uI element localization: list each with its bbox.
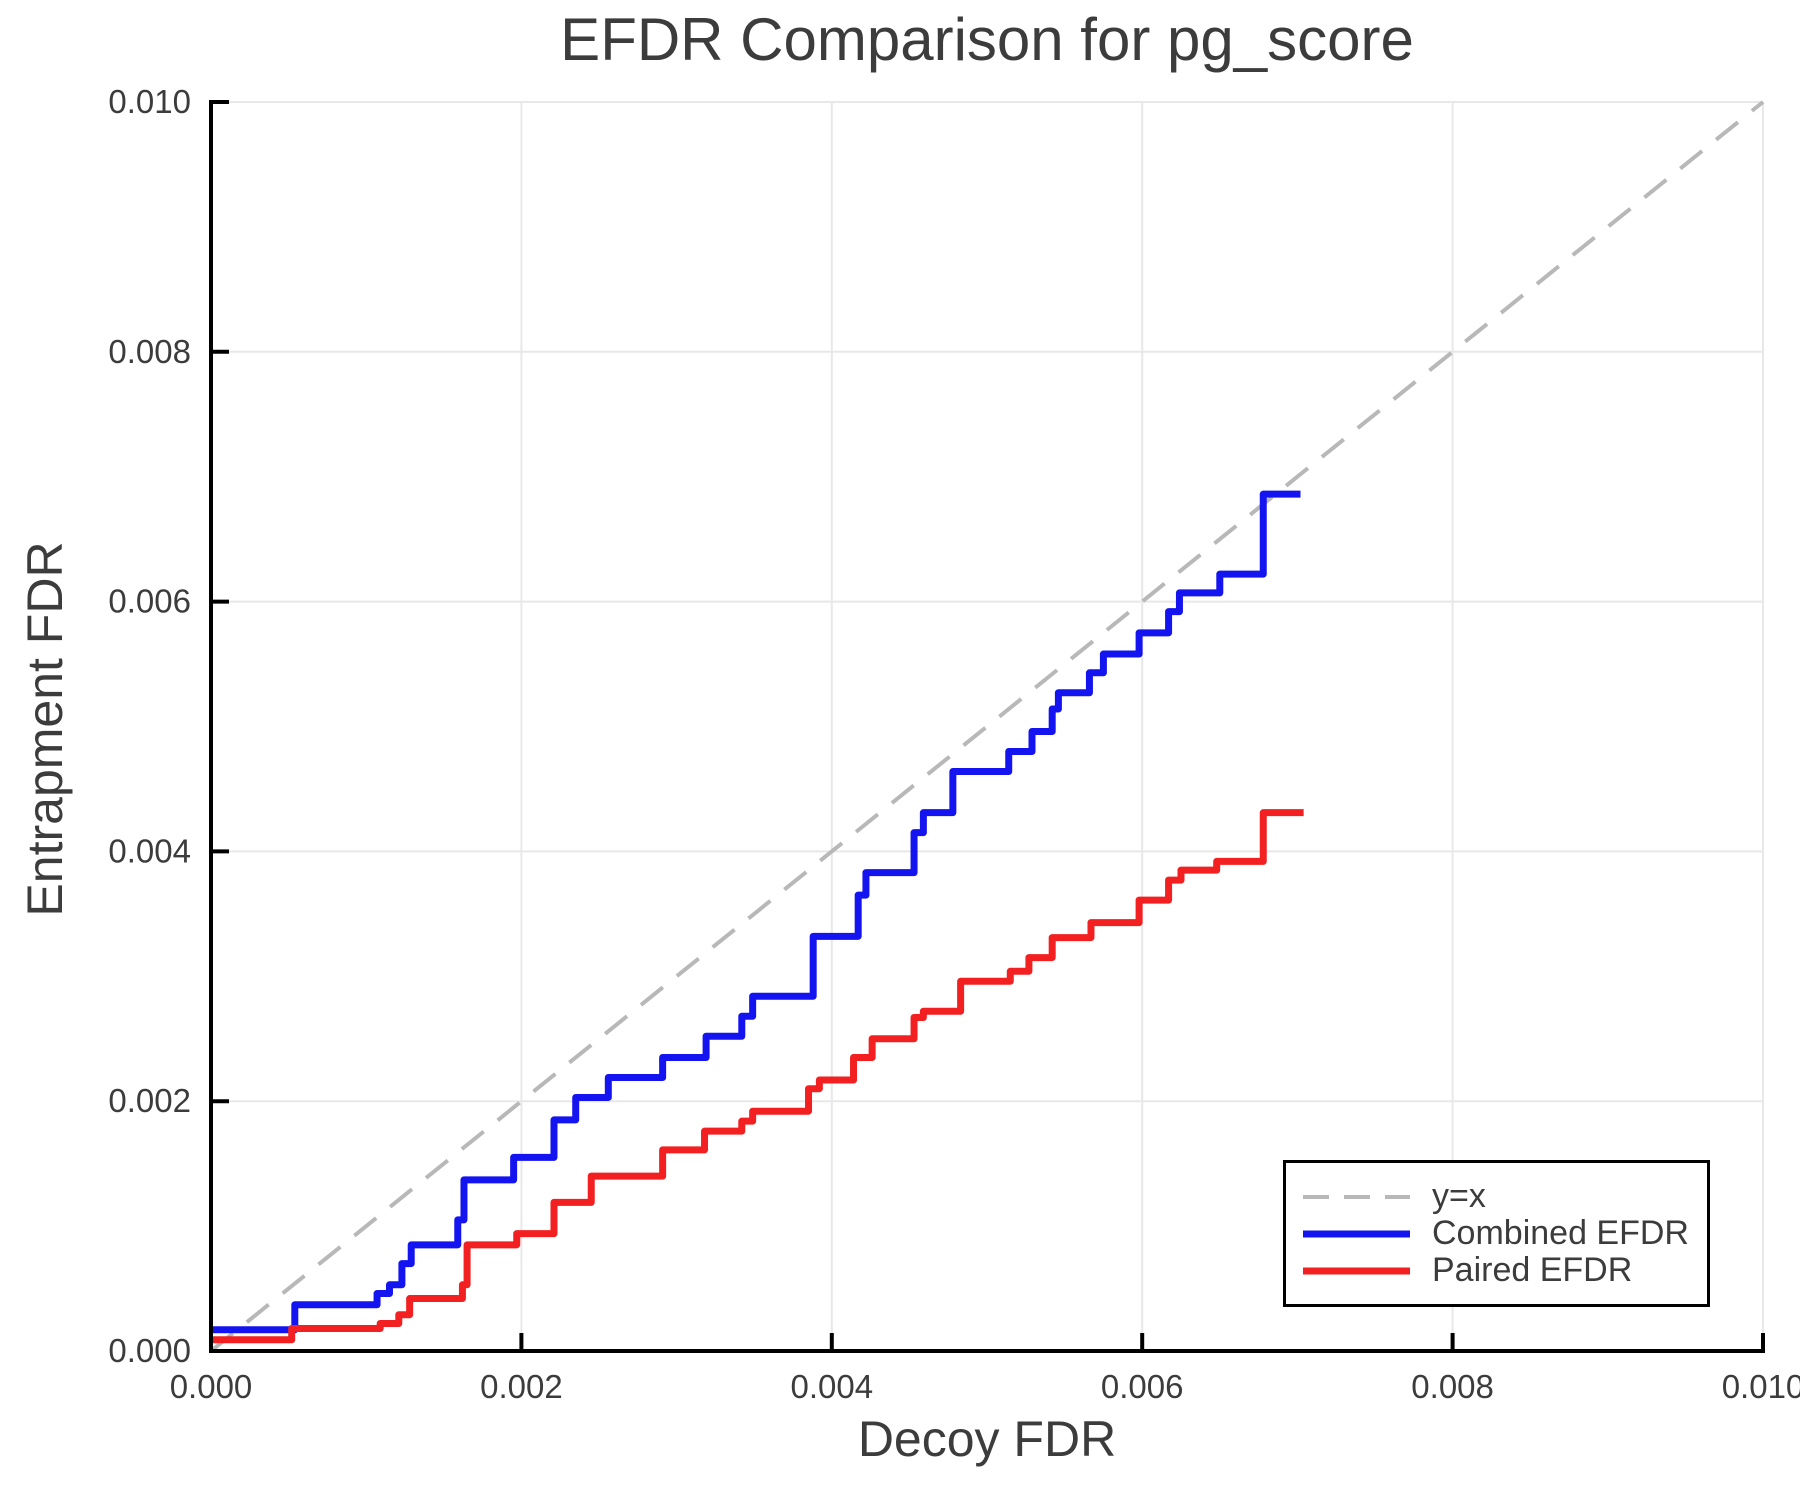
x-tick-label: 0.002 <box>480 1368 563 1405</box>
legend-label-identity: y=x <box>1432 1177 1486 1215</box>
chart-title: EFDR Comparison for pg_score <box>560 6 1414 73</box>
legend-label-combined: Combined EFDR <box>1432 1214 1689 1252</box>
y-tick-label: 0.006 <box>108 583 191 620</box>
x-tick-label: 0.010 <box>1722 1368 1800 1405</box>
y-x-line <box>209 100 1765 1353</box>
y-tick-label: 0.002 <box>108 1082 191 1119</box>
y-axis-label: Entrapment FDR <box>17 541 73 917</box>
combined-line-sample <box>1303 1230 1410 1237</box>
x-tick-label: 0.000 <box>170 1368 253 1405</box>
paired-line-sample <box>1303 1267 1410 1274</box>
x-tick-label: 0.004 <box>791 1368 874 1405</box>
combined-efdr-line <box>211 490 1301 1334</box>
y-tick-label: 0.008 <box>108 333 191 370</box>
legend: y=x Combined EFDR Paired EFDR <box>1283 1160 1710 1307</box>
y-tick-label: 0.004 <box>108 832 191 869</box>
legend-item-identity: y=x <box>1303 1177 1707 1215</box>
y-tick-label: 0.010 <box>108 83 191 120</box>
x-axis-label: Decoy FDR <box>857 1411 1117 1467</box>
x-tick-label: 0.008 <box>1411 1368 1494 1405</box>
legend-item-paired: Paired EFDR <box>1303 1251 1707 1289</box>
legend-item-combined: Combined EFDR <box>1303 1214 1707 1252</box>
y-tick-label: 0.000 <box>108 1332 191 1369</box>
identity-line-sample <box>1303 1194 1410 1199</box>
legend-label-paired: Paired EFDR <box>1432 1251 1633 1289</box>
paired-efdr-line <box>211 809 1304 1344</box>
x-tick-label: 0.006 <box>1101 1368 1184 1405</box>
